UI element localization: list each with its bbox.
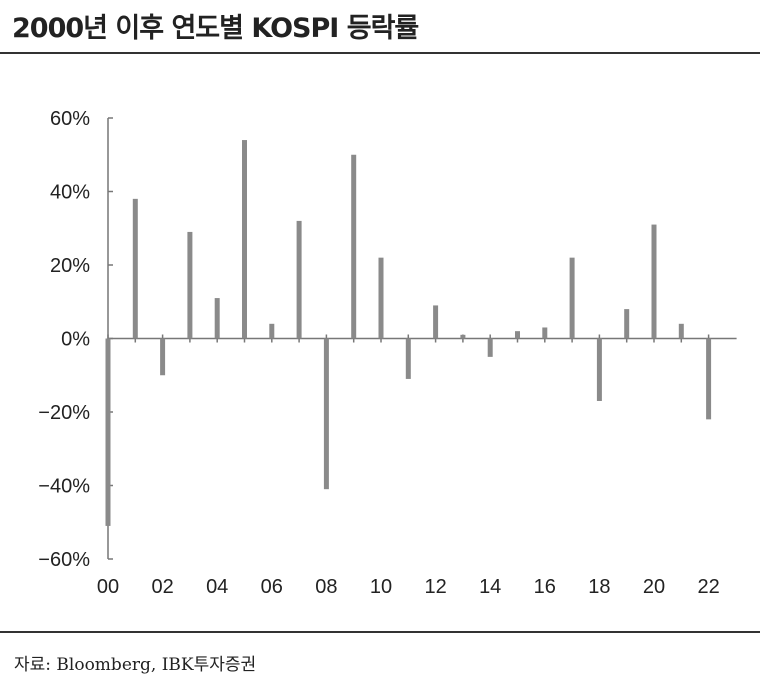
- bar-06: [269, 323, 275, 339]
- x-tick-label: 22: [697, 576, 719, 598]
- x-tick-label: 18: [588, 576, 610, 598]
- bar-chart: 60% 40% 20% 0% −20% −40% −60% 00 02 04 06 08 10 12 14 1…: [38, 108, 737, 598]
- bottom-divider: [0, 631, 760, 633]
- bar-04: [214, 298, 220, 339]
- bar-14: [487, 338, 493, 357]
- bar-21: [678, 323, 684, 339]
- bar-17: [569, 257, 575, 339]
- chart-title: 2000년 이후 연도별 KOSPI 등락률: [12, 13, 419, 44]
- x-tick-label: 14: [479, 576, 501, 598]
- source-note: 자료: Bloomberg, IBK투자증권: [14, 655, 257, 675]
- bar-20: [651, 224, 657, 339]
- bar-22: [706, 338, 712, 420]
- x-tick-label: 08: [315, 576, 337, 598]
- y-tick-label: −40%: [38, 476, 90, 498]
- bar-19: [624, 309, 630, 339]
- bar-01: [132, 198, 138, 339]
- y-tick-label: −60%: [38, 549, 90, 571]
- x-tick-label: 20: [643, 576, 665, 598]
- bar-05: [242, 140, 247, 339]
- bar-08: [323, 338, 329, 490]
- bar-13: [460, 334, 466, 339]
- x-tick-label: 06: [261, 576, 283, 598]
- x-tick-label: 00: [97, 576, 119, 598]
- y-tick-label: 20%: [50, 255, 90, 277]
- bar-15: [515, 331, 520, 339]
- bar-18: [596, 338, 602, 401]
- x-tick-label: 04: [206, 576, 228, 598]
- bar-16: [542, 327, 548, 339]
- bar-12: [433, 305, 439, 339]
- bar-03: [187, 231, 193, 339]
- x-tick-label: 10: [370, 576, 392, 598]
- y-tick-label: 0%: [61, 329, 90, 351]
- y-tick-label: 40%: [50, 182, 90, 204]
- y-tick-label: −20%: [38, 402, 90, 424]
- y-tick-label: 60%: [50, 108, 90, 130]
- x-tick-label: 02: [151, 576, 173, 598]
- x-tick-label: 16: [534, 576, 556, 598]
- bar-10: [378, 257, 384, 339]
- bar-11: [405, 338, 411, 379]
- bar-07: [296, 220, 302, 339]
- x-tick-label: 12: [424, 576, 446, 598]
- bar-09: [351, 154, 357, 339]
- top-divider: [0, 52, 760, 54]
- bar-02: [160, 338, 166, 376]
- bar-00: [105, 338, 111, 526]
